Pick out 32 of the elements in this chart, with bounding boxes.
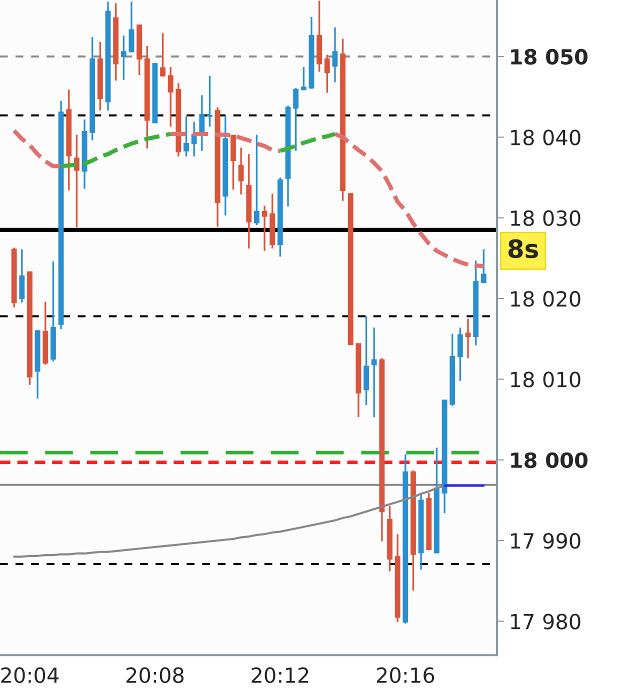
candlestick (184, 115, 189, 158)
candlestick (457, 326, 463, 382)
candlestick (19, 248, 25, 304)
y-tick-label: 18 050 (511, 48, 588, 65)
y-tick-label: 18 010 (511, 372, 580, 388)
candlestick (238, 146, 244, 196)
y-tick-label: 18 000 (511, 452, 588, 468)
candlestick (371, 326, 377, 418)
candlestick (480, 248, 486, 284)
x-tick-label: 20:12 (252, 667, 308, 684)
candlestick (465, 318, 471, 360)
y-tick-label: 18 040 (511, 130, 580, 146)
y-tick-label: 18 030 (511, 210, 580, 226)
y-tick-label: 17 990 (511, 533, 580, 549)
y-tick-label: 18 020 (511, 290, 580, 307)
x-tick-label: 20:08 (126, 667, 184, 684)
candlestick (293, 87, 299, 152)
candlestick (168, 66, 174, 128)
text: 8s (508, 239, 538, 258)
candlestick (300, 66, 306, 92)
candlestick (364, 315, 369, 406)
candlestick (128, 0, 134, 54)
x-tick-label: 20:16 (376, 667, 434, 684)
x-tick-label: 20:04 (1, 667, 59, 684)
candlestick (74, 134, 80, 228)
candlestick (262, 204, 268, 252)
candlestick (160, 32, 166, 78)
candlestick (254, 134, 260, 226)
candlestick (324, 54, 330, 94)
candlestick (332, 26, 338, 84)
candlestick (120, 34, 126, 81)
y-tick-label: 17 980 (511, 614, 580, 630)
